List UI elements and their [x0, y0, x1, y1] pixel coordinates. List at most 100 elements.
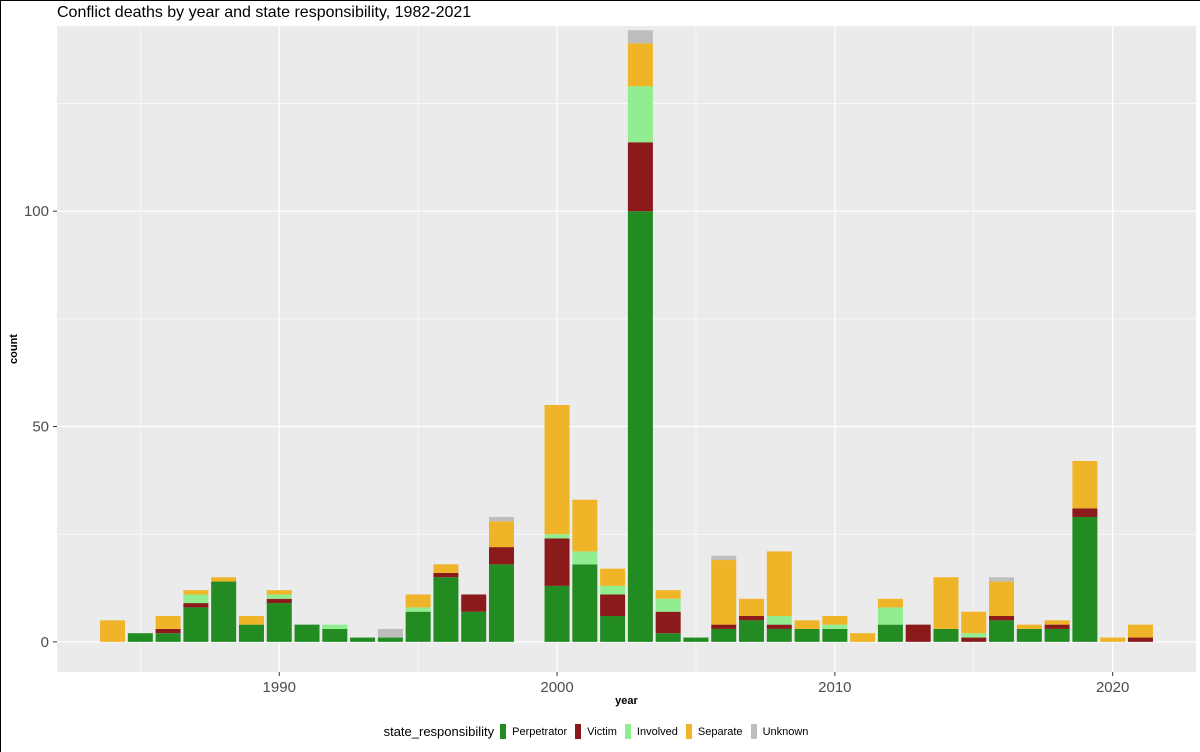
bar-perpetrator-2005 — [683, 637, 709, 642]
bar-involved-1987 — [183, 594, 209, 604]
legend-item-unknown: Unknown — [750, 724, 808, 739]
bar-separate-2000 — [544, 404, 570, 535]
bar-victim-1998 — [488, 547, 514, 565]
bar-involved-2001 — [572, 551, 598, 565]
bar-separate-2003 — [627, 43, 653, 87]
legend-label: Separate — [697, 725, 743, 738]
chart-title: Conflict deaths by year and state respon… — [57, 4, 472, 21]
bars — [100, 30, 1153, 642]
bar-perpetrator-2000 — [544, 585, 570, 642]
bar-separate-2011 — [850, 633, 876, 642]
bar-perpetrator-1985 — [127, 633, 153, 642]
bar-perpetrator-1987 — [183, 607, 209, 642]
x-tick-label: 1990 — [263, 679, 296, 696]
bar-perpetrator-2008 — [766, 628, 792, 642]
bar-involved-2010 — [822, 624, 848, 629]
bar-separate-2010 — [822, 616, 848, 625]
frame-border-top — [0, 0, 1200, 1]
legend-items: Perpetrator Victim Involved Separate Unknown — [500, 724, 816, 739]
y-tick-label: 0 — [41, 634, 49, 651]
bar-victim-1990 — [266, 598, 292, 604]
bar-victim-2015 — [961, 637, 987, 642]
bar-victim-2004 — [655, 611, 681, 634]
y-tick-label: 100 — [24, 203, 49, 220]
bar-separate-1986 — [155, 616, 181, 629]
bar-perpetrator-2001 — [572, 564, 598, 642]
bar-victim-2018 — [1044, 624, 1070, 629]
bar-separate-2009 — [794, 620, 820, 629]
frame-border-left — [0, 0, 1, 752]
bar-separate-2019 — [1072, 460, 1098, 509]
bar-perpetrator-2004 — [655, 633, 681, 642]
bar-separate-2007 — [739, 598, 765, 617]
bar-perpetrator-2006 — [711, 628, 737, 642]
bar-perpetrator-1991 — [294, 624, 320, 642]
legend-item-involved: Involved — [624, 724, 678, 739]
bar-perpetrator-2014 — [933, 628, 959, 642]
bar-perpetrator-2007 — [739, 620, 765, 642]
bar-victim-2008 — [766, 624, 792, 629]
legend-swatch — [575, 724, 582, 739]
bar-separate-1987 — [183, 590, 209, 595]
y-axis-title: count — [8, 334, 20, 364]
legend-item-separate: Separate — [685, 724, 743, 739]
legend-swatch — [624, 724, 631, 739]
bar-perpetrator-1997 — [461, 611, 487, 642]
bar-perpetrator-2017 — [1016, 628, 1042, 642]
bar-involved-2004 — [655, 598, 681, 612]
bar-involved-1990 — [266, 594, 292, 599]
legend-title: state_responsibility — [383, 724, 495, 739]
bar-involved-2003 — [627, 86, 653, 143]
bar-separate-2006 — [711, 560, 737, 625]
bar-perpetrator-2018 — [1044, 628, 1070, 642]
x-tick-label: 2020 — [1096, 679, 1129, 696]
bar-perpetrator-1996 — [433, 577, 459, 642]
bar-perpetrator-1994 — [377, 637, 403, 642]
legend-swatch — [500, 724, 507, 739]
bar-separate-2012 — [877, 598, 903, 608]
bar-separate-2018 — [1044, 620, 1070, 625]
bar-victim-2021 — [1127, 637, 1153, 642]
bar-victim-2016 — [989, 616, 1015, 621]
x-tick-label: 2000 — [540, 679, 573, 696]
bar-separate-2015 — [961, 611, 987, 634]
bar-separate-2021 — [1127, 624, 1153, 638]
bar-perpetrator-1986 — [155, 633, 181, 642]
bar-unknown-1998 — [488, 516, 514, 522]
legend-swatch — [685, 724, 692, 739]
bar-victim-2013 — [905, 624, 931, 642]
bar-perpetrator-1989 — [238, 624, 264, 642]
axis-ticks: 1990 2000 2010 2020 0 50 100 — [24, 203, 1129, 696]
bar-victim-1986 — [155, 628, 181, 634]
bar-separate-2008 — [766, 551, 792, 617]
bar-victim-1997 — [461, 594, 487, 612]
bar-perpetrator-2016 — [989, 620, 1015, 642]
plot-panel-background — [57, 26, 1196, 672]
bar-involved-1992 — [322, 624, 348, 629]
x-tick-label: 2010 — [818, 679, 851, 696]
bar-perpetrator-2019 — [1072, 516, 1098, 642]
bar-unknown-2006 — [711, 555, 737, 561]
bar-perpetrator-1990 — [266, 603, 292, 642]
bar-unknown-2003 — [627, 30, 653, 44]
bar-victim-2000 — [544, 538, 570, 586]
bar-perpetrator-1993 — [350, 637, 376, 642]
bar-separate-1989 — [238, 616, 264, 625]
legend-item-perpetrator: Perpetrator — [500, 724, 567, 739]
legend-swatch — [750, 724, 757, 739]
legend-label: Perpetrator — [512, 725, 568, 738]
bar-victim-1996 — [433, 572, 459, 578]
bar-separate-1996 — [433, 564, 459, 573]
bar-involved-2012 — [877, 607, 903, 625]
bar-victim-2002 — [600, 594, 626, 617]
bar-separate-2004 — [655, 590, 681, 599]
bar-perpetrator-1998 — [488, 564, 514, 642]
bar-separate-2001 — [572, 499, 598, 552]
bar-separate-2017 — [1016, 624, 1042, 629]
bar-involved-2008 — [766, 616, 792, 625]
bar-separate-1998 — [488, 521, 514, 548]
bar-separate-1990 — [266, 590, 292, 595]
bar-separate-2014 — [933, 577, 959, 629]
bar-separate-1984 — [100, 620, 126, 642]
